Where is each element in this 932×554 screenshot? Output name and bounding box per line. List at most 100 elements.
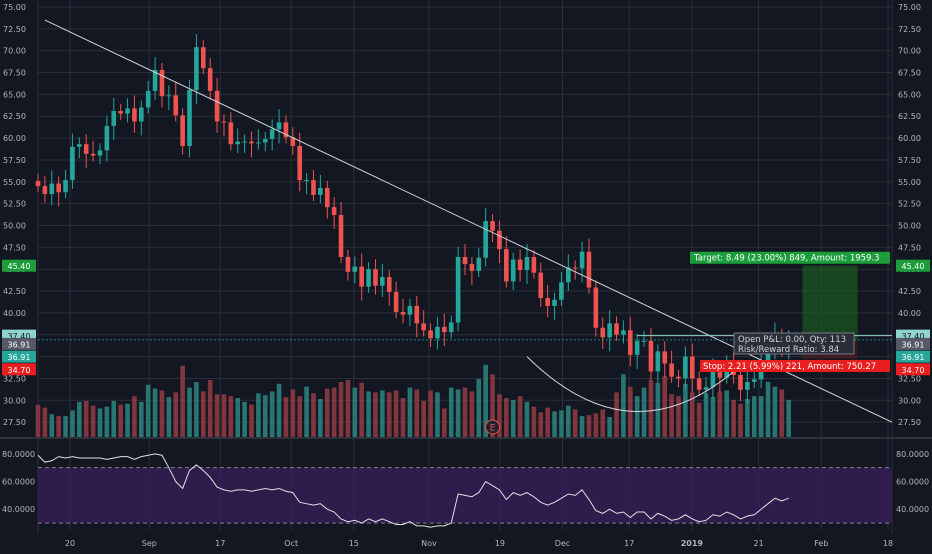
candle[interactable]: [118, 104, 123, 120]
candle[interactable]: [132, 95, 137, 133]
candle[interactable]: [63, 169, 68, 199]
candle[interactable]: [655, 344, 661, 383]
candle[interactable]: [662, 341, 668, 378]
candle[interactable]: [352, 256, 358, 284]
candle[interactable]: [380, 263, 385, 298]
candle[interactable]: [745, 371, 750, 404]
candle[interactable]: [476, 247, 482, 278]
candle[interactable]: [152, 56, 158, 100]
candle[interactable]: [304, 173, 309, 195]
candle[interactable]: [648, 327, 654, 381]
candle[interactable]: [386, 270, 392, 306]
candle[interactable]: [249, 131, 254, 158]
candle[interactable]: [435, 316, 440, 350]
candle[interactable]: [214, 77, 220, 133]
candle[interactable]: [407, 298, 413, 327]
candle[interactable]: [311, 169, 316, 202]
candle[interactable]: [256, 129, 261, 150]
candle[interactable]: [641, 330, 647, 347]
candle[interactable]: [166, 85, 172, 111]
candle[interactable]: [235, 128, 241, 153]
candle[interactable]: [49, 170, 55, 206]
candle[interactable]: [428, 323, 433, 347]
candle[interactable]: [139, 100, 144, 136]
candle[interactable]: [490, 214, 495, 243]
candle[interactable]: [56, 176, 61, 207]
candle[interactable]: [373, 259, 378, 295]
candle[interactable]: [442, 313, 447, 347]
candle[interactable]: [331, 197, 337, 229]
candle[interactable]: [318, 174, 323, 204]
candle[interactable]: [607, 310, 612, 352]
candle[interactable]: [469, 256, 475, 285]
candle[interactable]: [676, 369, 681, 388]
candle[interactable]: [269, 119, 275, 151]
candle[interactable]: [572, 260, 578, 280]
candle[interactable]: [345, 249, 351, 281]
candle[interactable]: [77, 137, 82, 159]
candle[interactable]: [70, 133, 75, 189]
candle[interactable]: [400, 298, 406, 324]
candle[interactable]: [497, 220, 502, 264]
candle[interactable]: [262, 131, 268, 152]
candle[interactable]: [173, 82, 179, 122]
cup-arc[interactable]: [526, 356, 734, 412]
candle[interactable]: [221, 114, 227, 137]
candle[interactable]: [180, 108, 185, 155]
candle[interactable]: [90, 140, 96, 162]
rsi-line[interactable]: [37, 453, 789, 528]
candle[interactable]: [669, 350, 674, 383]
candle[interactable]: [42, 176, 48, 203]
candle[interactable]: [627, 317, 633, 367]
candle[interactable]: [200, 40, 206, 75]
candle[interactable]: [125, 98, 130, 123]
candle[interactable]: [83, 134, 89, 168]
candle[interactable]: [586, 238, 592, 294]
earnings-marker[interactable]: E: [485, 419, 501, 435]
candle[interactable]: [97, 143, 103, 165]
candle[interactable]: [159, 62, 165, 108]
candle[interactable]: [634, 333, 640, 369]
candle[interactable]: [35, 173, 41, 193]
candle[interactable]: [276, 109, 282, 144]
candle[interactable]: [111, 97, 117, 140]
candle[interactable]: [531, 249, 537, 279]
candle[interactable]: [504, 235, 509, 288]
candle[interactable]: [145, 80, 151, 114]
candle[interactable]: [559, 272, 564, 306]
candle[interactable]: [738, 367, 743, 402]
candle[interactable]: [324, 180, 330, 219]
candle[interactable]: [393, 281, 399, 319]
candle[interactable]: [104, 115, 110, 162]
candle[interactable]: [510, 252, 516, 291]
candle[interactable]: [421, 310, 426, 337]
candle[interactable]: [462, 243, 468, 276]
candle[interactable]: [414, 295, 420, 338]
candle[interactable]: [552, 292, 557, 320]
candle[interactable]: [366, 262, 371, 293]
target-zone[interactable]: [802, 265, 858, 340]
candle[interactable]: [600, 317, 606, 349]
candle[interactable]: [614, 316, 619, 341]
candle[interactable]: [683, 346, 688, 390]
candle[interactable]: [283, 115, 289, 144]
candle[interactable]: [207, 58, 213, 100]
candle[interactable]: [566, 254, 571, 292]
candle[interactable]: [696, 371, 702, 396]
candle[interactable]: [455, 246, 461, 332]
trendline[interactable]: [44, 19, 893, 423]
candle[interactable]: [228, 112, 234, 151]
candle[interactable]: [338, 201, 344, 264]
candle[interactable]: [545, 284, 550, 318]
candle[interactable]: [524, 243, 530, 285]
rsi-indicator[interactable]: [37, 453, 789, 528]
candle[interactable]: [538, 262, 544, 307]
position-info-box[interactable]: [733, 332, 855, 355]
candle[interactable]: [517, 249, 523, 282]
candle[interactable]: [448, 315, 454, 339]
candle[interactable]: [297, 132, 303, 192]
candle[interactable]: [689, 343, 695, 393]
candle[interactable]: [242, 134, 247, 153]
